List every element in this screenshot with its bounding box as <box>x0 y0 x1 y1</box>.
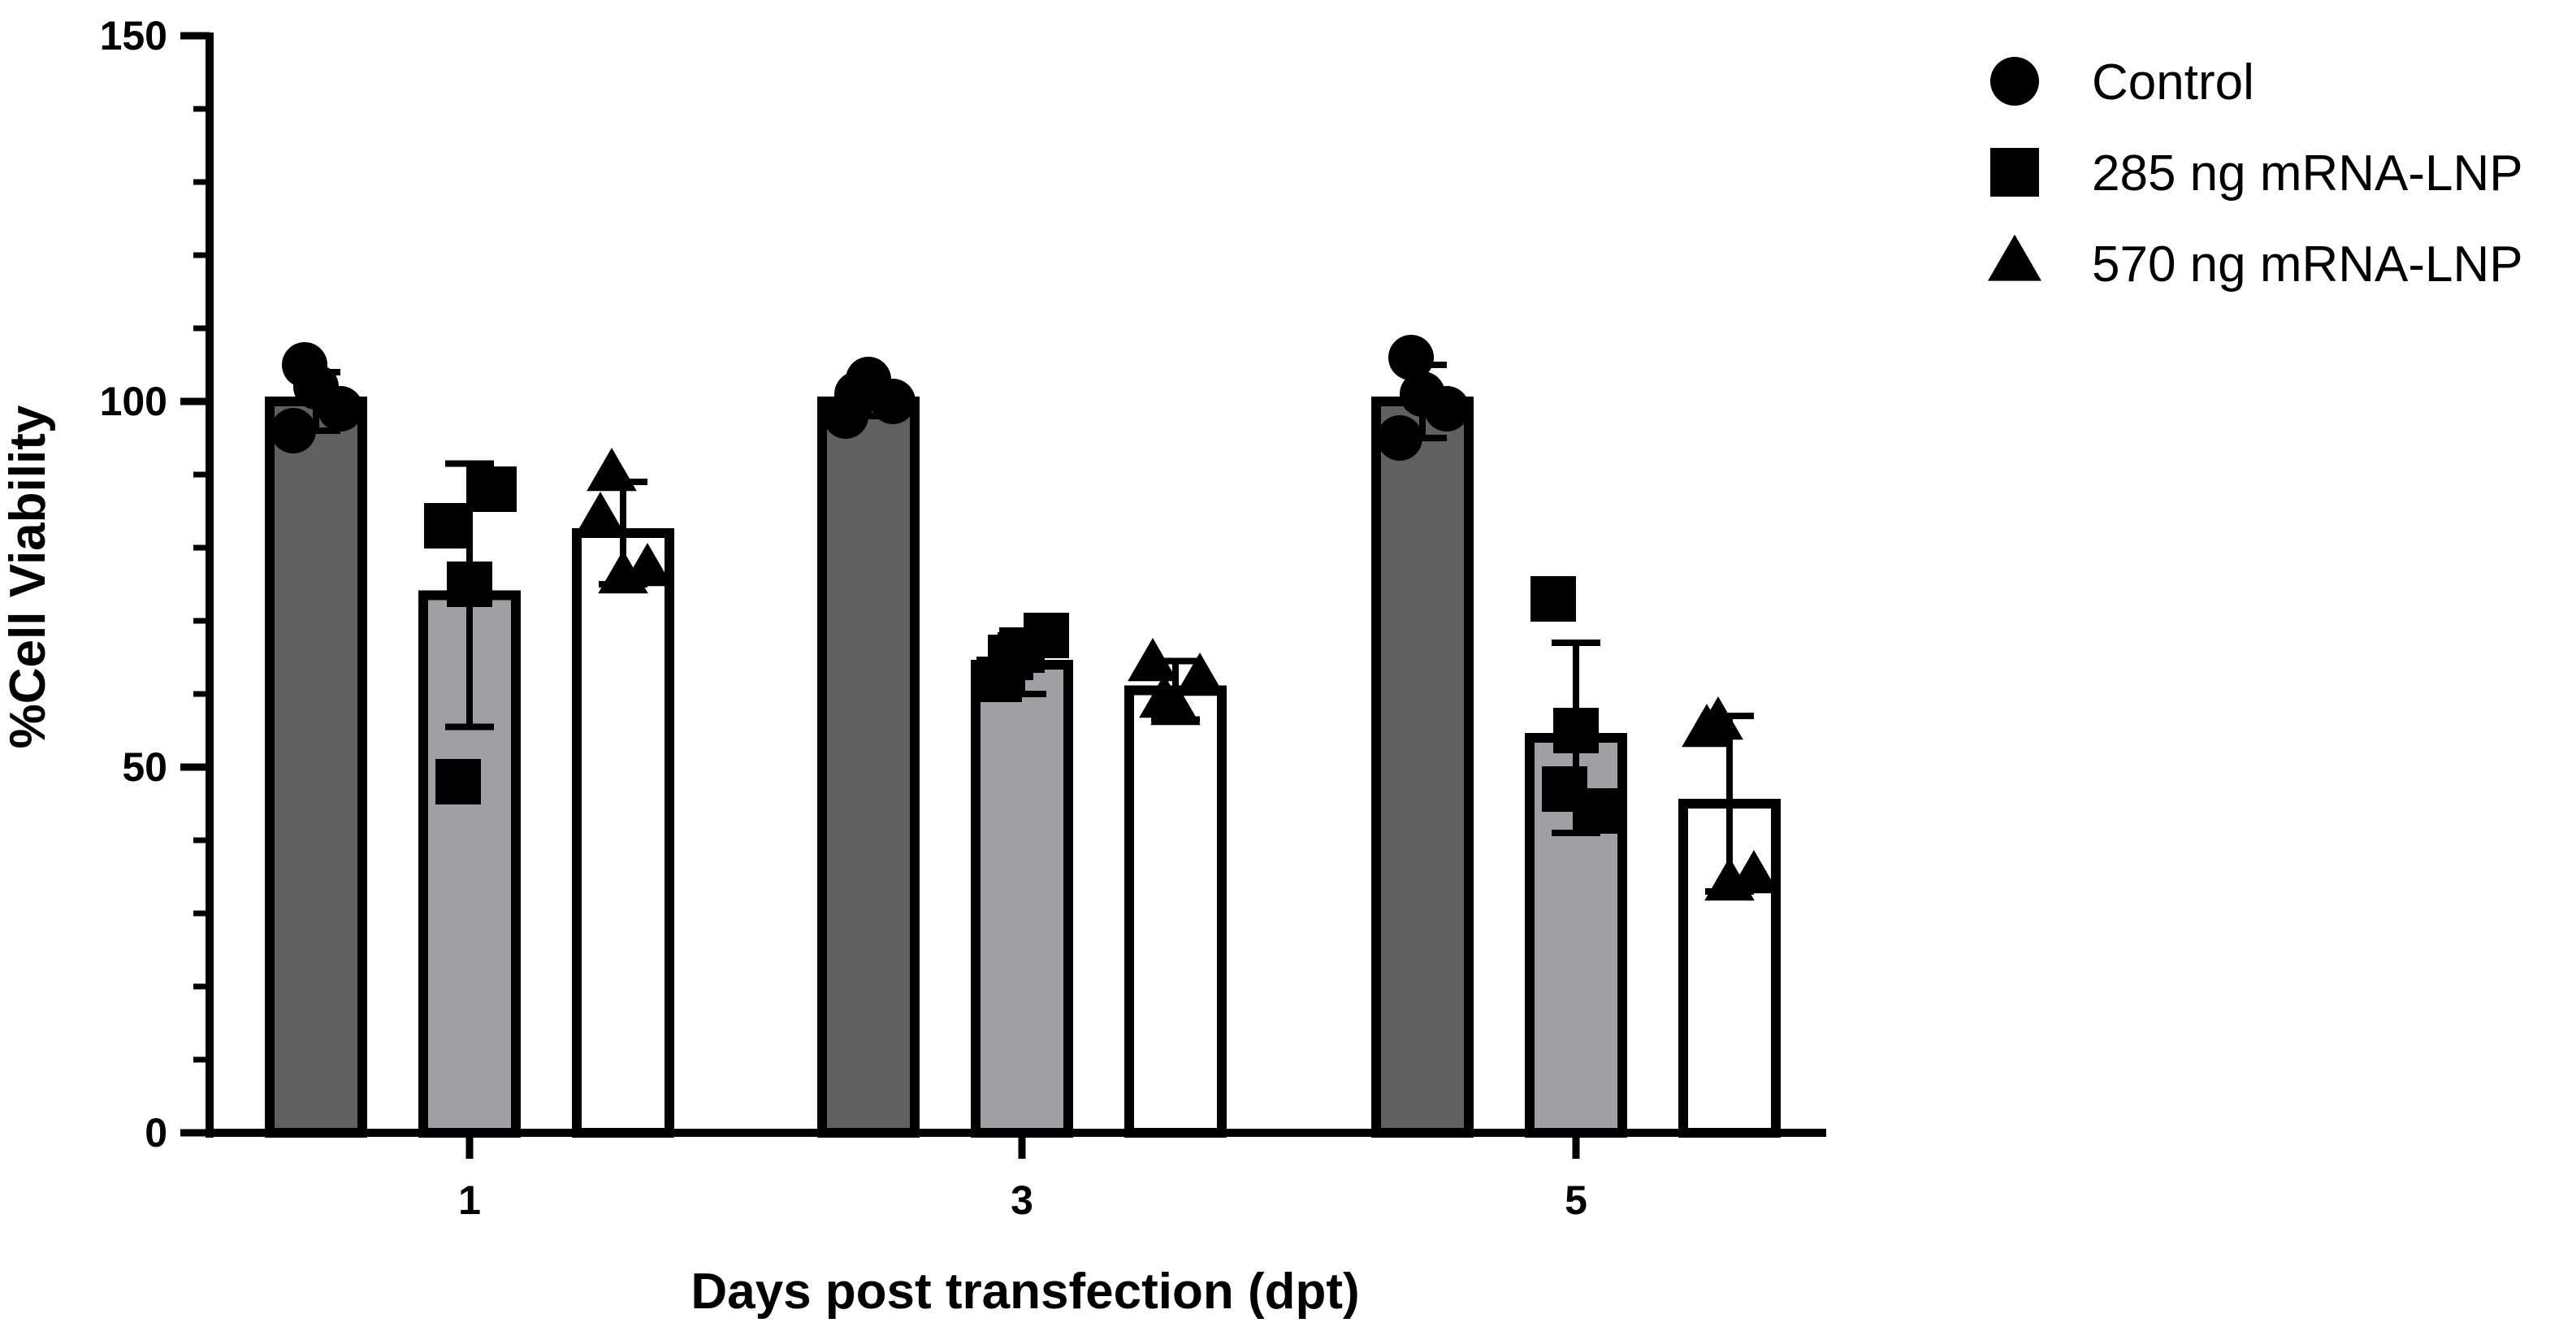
bar-triangle-3 <box>1124 685 1227 1138</box>
y-tick-label: 150 <box>100 13 167 59</box>
legend-item: 570 ng mRNA-LNP <box>1988 234 2523 293</box>
legend-item: Control <box>1990 54 2254 111</box>
data-point-square <box>1542 766 1587 812</box>
x-axis-title: Days post transfection (dpt) <box>691 1264 1359 1320</box>
bar-square-3 <box>971 660 1073 1138</box>
legend-label: 285 ng mRNA-LNP <box>2092 145 2523 202</box>
data-point-square <box>1553 708 1599 753</box>
x-axis: 1 3 5 <box>206 1129 1826 1223</box>
legend-label: Control <box>2092 54 2254 111</box>
data-point-square <box>435 759 481 804</box>
bar-circle-5 <box>1371 397 1474 1138</box>
legend-marker-square <box>1990 148 2039 197</box>
y-axis-title: %Cell Viability <box>0 405 56 748</box>
bar-triangle-1 <box>572 528 674 1138</box>
data-point-circle <box>1424 386 1470 431</box>
y-tick-label: 0 <box>145 1110 167 1156</box>
legend-marker-circle <box>1990 57 2039 106</box>
data-point-square <box>424 503 470 549</box>
x-tick-label: 3 <box>1011 1177 1033 1223</box>
x-tick-label: 5 <box>1565 1177 1587 1223</box>
data-point-square <box>1530 576 1576 622</box>
data-point-triangle <box>1175 653 1225 696</box>
x-tick-label: 1 <box>458 1177 481 1223</box>
data-point-triangle <box>622 543 673 587</box>
bar-circle-1 <box>265 397 367 1138</box>
legend-label: 570 ng mRNA-LNP <box>2092 236 2523 293</box>
data-point-square <box>988 635 1033 680</box>
data-point-circle <box>1388 335 1434 380</box>
data-point-triangle <box>1128 638 1178 682</box>
legend-item: 285 ng mRNA-LNP <box>1990 145 2523 202</box>
data-points <box>271 335 1779 901</box>
data-point-circle <box>271 408 316 453</box>
y-tick-label: 100 <box>100 379 167 424</box>
legend: Control 285 ng mRNA-LNP 570 ng mRNA-LNP <box>1988 54 2523 293</box>
data-point-square <box>447 562 492 607</box>
data-point-triangle <box>575 492 626 536</box>
data-point-circle <box>834 371 880 417</box>
y-axis: 0 50 100 150 <box>100 13 214 1156</box>
data-point-triangle <box>587 448 637 492</box>
bar-circle-3 <box>817 397 920 1138</box>
data-point-circle <box>282 342 327 388</box>
data-point-circle <box>870 379 916 424</box>
data-point-circle <box>1377 415 1422 461</box>
y-tick-label: 50 <box>122 744 167 790</box>
data-point-triangle <box>1693 696 1743 740</box>
data-point-triangle <box>1139 674 1189 718</box>
data-point-circle <box>318 386 363 431</box>
data-point-square <box>471 466 517 512</box>
legend-marker-triangle <box>1988 234 2041 281</box>
data-point-triangle <box>1729 850 1779 894</box>
